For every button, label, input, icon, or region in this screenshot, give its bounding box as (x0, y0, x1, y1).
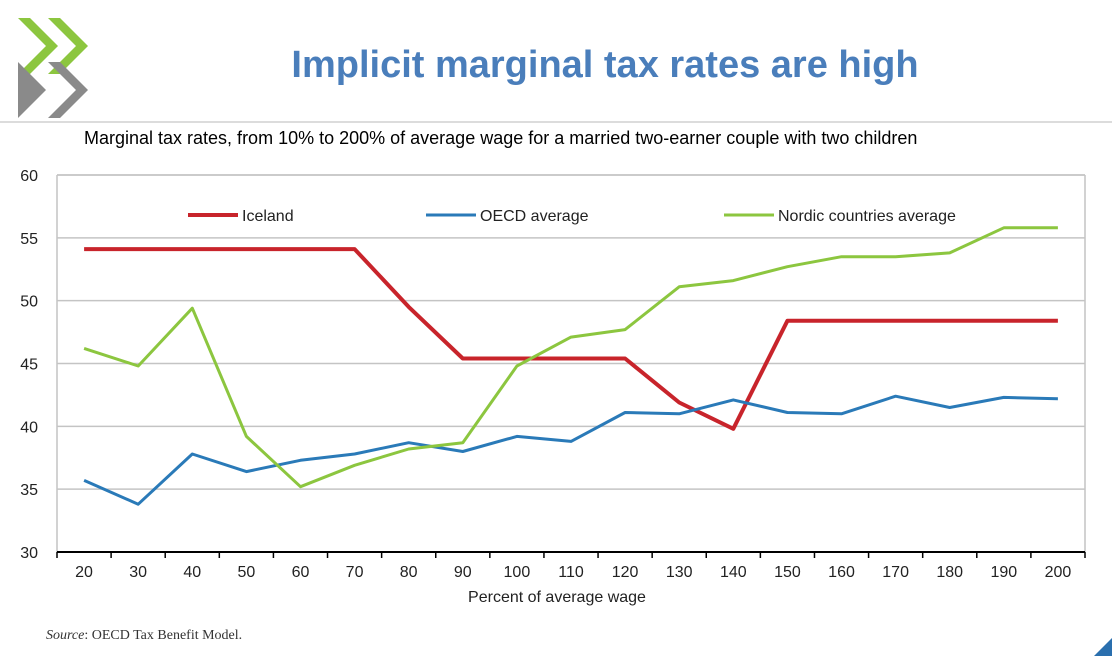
x-tick-label: 150 (774, 564, 801, 581)
x-tick-label: 110 (558, 564, 584, 581)
legend-label-0: Iceland (242, 208, 294, 225)
series-line-0 (84, 247, 1058, 431)
x-axis-label: Percent of average wage (468, 589, 646, 606)
x-tick-label: 190 (990, 564, 1017, 581)
x-tick-label: 30 (129, 564, 147, 581)
x-tick-label: 20 (75, 564, 93, 581)
x-tick-label: 50 (237, 564, 255, 581)
series-line-1 (83, 394, 1058, 506)
line-chart: 30 35 40 45 50 55 60 20 30 40 50 60 70 80 90 100 110 120 1… (20, 168, 1086, 606)
x-tick-label: 60 (292, 564, 310, 581)
legend-label-1: OECD average (480, 208, 589, 225)
x-tick-label: 120 (612, 564, 639, 581)
x-tick-label: 80 (400, 564, 418, 581)
page-title: Implicit marginal tax rates are high (291, 44, 919, 86)
corner-triangle-icon (1094, 638, 1112, 656)
chart-title: Marginal tax rates, from 10% to 200% of … (84, 128, 918, 148)
series-line-2 (83, 226, 1058, 489)
y-tick-label: 50 (20, 294, 38, 311)
source-text: : OECD Tax Benefit Model. (84, 628, 243, 643)
y-tick-label: 45 (20, 357, 38, 374)
y-tick-label: 30 (20, 545, 38, 562)
x-tick-label: 170 (882, 564, 909, 581)
x-tick-label: 70 (346, 564, 364, 581)
oecd-chevron-logo-icon (18, 18, 88, 118)
x-tick-label: 130 (666, 564, 693, 581)
y-tick-label: 60 (20, 168, 38, 185)
x-tick-label: 140 (720, 564, 747, 581)
x-tick-label: 180 (936, 564, 963, 581)
source-note: Source: OECD Tax Benefit Model. (46, 628, 242, 644)
legend-label-2: Nordic countries average (778, 208, 956, 225)
y-tick-label: 35 (20, 482, 38, 499)
y-tick-label: 40 (20, 419, 38, 436)
header-divider (0, 121, 1112, 123)
source-label: Source (46, 628, 85, 643)
x-tick-label: 200 (1045, 564, 1072, 581)
x-tick-label: 100 (504, 564, 531, 581)
y-tick-label: 55 (20, 231, 38, 248)
x-tick-label: 90 (454, 564, 472, 581)
x-tick-label: 160 (828, 564, 855, 581)
x-tick-label: 40 (183, 564, 201, 581)
